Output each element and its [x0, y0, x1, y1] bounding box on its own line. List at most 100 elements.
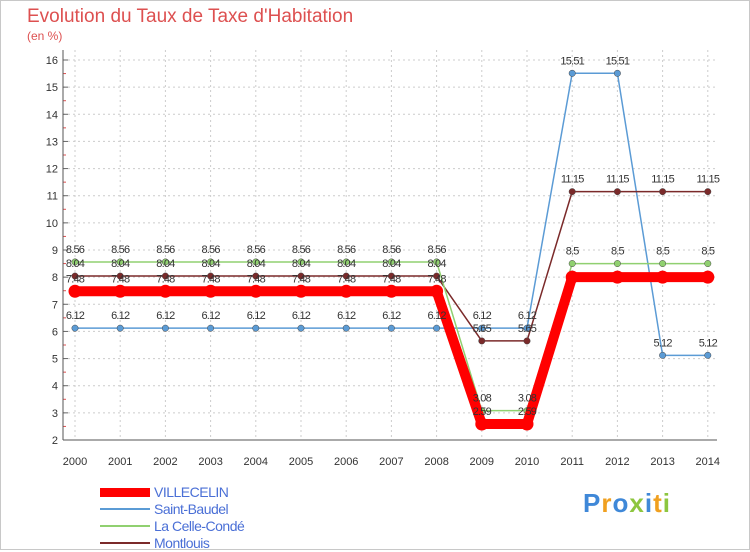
data-point [565, 270, 579, 284]
data-label: 5.12 [653, 337, 672, 349]
data-point [297, 324, 305, 332]
series-layer [68, 69, 715, 431]
data-label: 6.12 [201, 310, 220, 322]
data-label: 7.48 [66, 273, 85, 285]
x-tick-label: 2010 [515, 456, 539, 468]
data-label: 8.5 [566, 246, 580, 258]
data-point [297, 258, 305, 266]
y-tick-label: 15 [46, 82, 58, 94]
x-tick-label: 2001 [108, 456, 132, 468]
data-point [294, 284, 308, 298]
x-tick-label: 2007 [379, 456, 403, 468]
y-tick-label: 9 [52, 245, 58, 257]
data-point [158, 284, 172, 298]
data-label: 8.04 [382, 258, 401, 270]
y-tick-label: 7 [52, 299, 58, 311]
data-label: 6.12 [292, 310, 311, 322]
data-point [478, 337, 486, 345]
data-label: 7.48 [247, 273, 266, 285]
data-point [116, 258, 124, 266]
data-point [659, 260, 667, 268]
y-axis-unit: (en %) [27, 29, 63, 43]
data-point [478, 324, 486, 332]
data-label: 11.15 [696, 174, 719, 186]
y-tick-label: 12 [46, 164, 58, 176]
data-point [71, 258, 79, 266]
data-label: 5.65 [518, 323, 537, 335]
data-point [252, 272, 260, 280]
data-label: 5.65 [473, 323, 492, 335]
data-label: 6.12 [382, 310, 401, 322]
y-tick-label: 14 [46, 109, 58, 121]
x-tick-label: 2009 [470, 456, 494, 468]
data-label: 8.04 [337, 258, 356, 270]
x-tick-label: 2002 [153, 456, 177, 468]
y-tick-label: 8 [52, 272, 58, 284]
data-label: 7.48 [427, 273, 446, 285]
legend-swatch [100, 542, 150, 544]
data-label: 8.56 [66, 244, 85, 256]
data-point [656, 270, 670, 284]
data-point [204, 284, 218, 298]
data-point [568, 69, 576, 77]
data-label: 8.04 [156, 258, 175, 270]
proxiti-logo: Proxiti [583, 488, 671, 519]
data-label: 8.5 [701, 246, 715, 258]
logo-letter: r [601, 488, 613, 518]
chart-title: Evolution du Taux de Taxe d'Habitation [27, 6, 354, 27]
data-point [116, 272, 124, 280]
x-tick-label: 2003 [198, 456, 222, 468]
data-label: 8.56 [292, 244, 311, 256]
data-point [384, 284, 398, 298]
data-label: 8.04 [111, 258, 130, 270]
data-point [568, 188, 576, 196]
data-label: 6.12 [337, 310, 356, 322]
data-point [342, 272, 350, 280]
data-point [68, 284, 82, 298]
legend-label: La Celle-Condé [154, 518, 245, 534]
data-point [161, 324, 169, 332]
data-point [342, 258, 350, 266]
y-tick-label: 13 [46, 136, 58, 148]
legend-label: Montlouis [154, 535, 210, 551]
data-point [207, 324, 215, 332]
data-label: 6.12 [156, 310, 175, 322]
data-label: 6.12 [518, 310, 537, 322]
x-tick-label: 2006 [334, 456, 358, 468]
data-point [342, 324, 350, 332]
grid [63, 50, 717, 441]
data-point [113, 284, 127, 298]
data-point [433, 258, 441, 266]
data-label: 11.15 [606, 174, 629, 186]
logo-letter: i [644, 488, 654, 518]
data-point [430, 284, 444, 298]
data-label: 3.08 [518, 393, 537, 405]
data-point [387, 324, 395, 332]
data-point [252, 324, 260, 332]
data-point [475, 417, 489, 431]
y-tick-label: 5 [52, 354, 58, 366]
legend-swatch [100, 508, 150, 510]
x-tick-label: 2013 [650, 456, 674, 468]
plot-area [63, 50, 717, 440]
data-label: 8.5 [656, 246, 670, 258]
legend-label: Saint-Baudel [154, 501, 229, 517]
data-label: 7.48 [337, 273, 356, 285]
data-point [387, 258, 395, 266]
data-point [613, 69, 621, 77]
data-label: 3.08 [473, 393, 492, 405]
data-label: 5.12 [699, 337, 718, 349]
data-point [610, 270, 624, 284]
data-point [659, 188, 667, 196]
data-point [704, 260, 712, 268]
logo-letter: P [583, 488, 602, 518]
logo-letter: o [612, 488, 630, 518]
data-label: 8.56 [427, 244, 446, 256]
data-label: 6.12 [473, 310, 492, 322]
data-point [613, 188, 621, 196]
y-tick-label: 16 [46, 55, 58, 67]
data-point [249, 284, 263, 298]
data-label: 15.51 [606, 55, 630, 67]
logo-letter: t [653, 488, 663, 518]
